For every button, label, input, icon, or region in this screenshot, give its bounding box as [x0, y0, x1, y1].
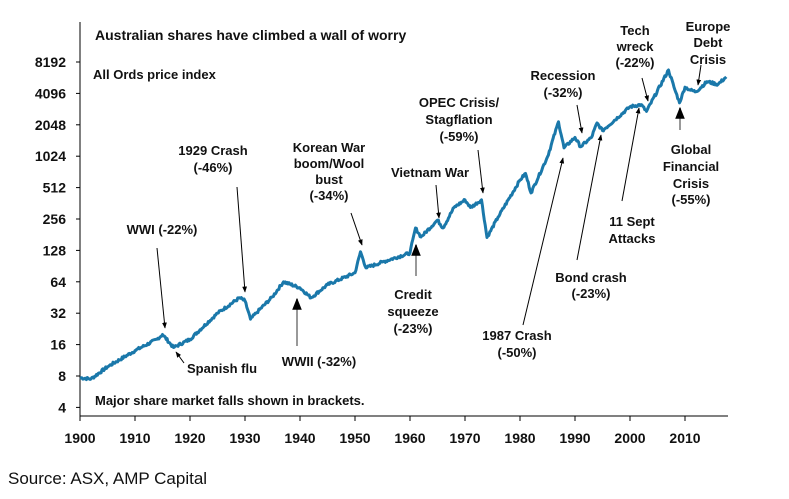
annotation: 11 Sept Attacks	[609, 107, 656, 246]
annotation-arrow	[236, 186, 247, 293]
annotation-label: boom/Wool	[294, 156, 365, 171]
x-tick-label: 1920	[174, 430, 205, 446]
x-tick-label: 1950	[339, 430, 370, 446]
annotation-label: WWII (-32%)	[282, 354, 356, 369]
x-tick-label: 1940	[284, 430, 315, 446]
axes: 8192 4096 2048 1024 512 256 128 64 32 16 8 4 1900 191…	[35, 22, 728, 446]
chart-subtitle: All Ords price index	[93, 67, 217, 82]
annotation: Credit squeeze (-23%)	[387, 243, 439, 336]
y-tick-label: 4096	[35, 85, 66, 101]
annotation: 1987 Crash (-50%)	[482, 157, 565, 360]
annotation-label: Vietnam War	[391, 165, 469, 180]
annotation: Vietnam War	[391, 165, 469, 219]
annotation-arrow	[477, 149, 485, 194]
annotation-label: Tech	[620, 23, 649, 38]
annotation-arrow	[621, 107, 641, 202]
x-tick-label: 2000	[614, 430, 645, 446]
annotation-label: bust	[315, 172, 343, 187]
y-tick-label: 128	[43, 242, 67, 258]
annotation-label: (-55%)	[671, 192, 710, 207]
annotation-arrow	[641, 77, 649, 102]
annotation-label: Crisis	[690, 52, 726, 67]
all-ords-line	[79, 68, 728, 382]
annotation-label: Global	[671, 142, 711, 157]
y-tick-label: 32	[50, 305, 66, 321]
chart-title: Australian shares have climbed a wall of…	[95, 27, 406, 43]
annotation: Spanish flu	[175, 351, 257, 376]
x-tick-label: 1980	[504, 430, 535, 446]
y-tick-label: 4	[58, 399, 66, 415]
x-tick-label: 2010	[669, 430, 700, 446]
y-tick-label: 64	[50, 274, 66, 290]
y-tick-label: 1024	[35, 148, 66, 164]
annotation-label: Bond crash	[555, 270, 627, 285]
annotation-label: Crisis	[673, 176, 709, 191]
annotation-arrow	[350, 212, 363, 246]
annotation-arrow	[576, 104, 584, 134]
annotation-arrow	[156, 247, 167, 329]
x-tick-label: 1930	[229, 430, 260, 446]
annotation-label: Financial	[663, 159, 719, 174]
annotation-label: Europe	[686, 19, 731, 34]
x-tick-label: 1970	[449, 430, 480, 446]
annotation-arrow	[175, 351, 185, 364]
annotation-label: (-59%)	[439, 129, 478, 144]
chart-note: Major share market falls shown in bracke…	[95, 393, 365, 408]
y-tick-label: 16	[50, 337, 66, 353]
annotation-label: (-23%)	[393, 321, 432, 336]
annotation-label: (-50%)	[497, 345, 536, 360]
y-tick-label: 2048	[35, 117, 66, 133]
annotation-label: Debt	[694, 35, 724, 50]
annotation-label: Korean War	[293, 140, 365, 155]
annotation: Recession (-32%)	[530, 68, 596, 134]
annotation: WWI (-22%)	[127, 222, 198, 329]
annotation-label: (-46%)	[193, 160, 232, 175]
x-tick-label: 1910	[119, 430, 150, 446]
annotation-label: wreck	[616, 39, 655, 54]
annotation-label: 1929 Crash	[178, 143, 247, 158]
annotation-label: Stagflation	[425, 112, 492, 127]
y-tick-label: 8192	[35, 54, 66, 70]
annotation-label: squeeze	[387, 304, 438, 319]
annotation-arrow	[435, 184, 441, 219]
annotation-label: OPEC Crisis/	[419, 95, 500, 110]
y-tick-label: 256	[43, 211, 67, 227]
x-tick-label: 1960	[394, 430, 425, 446]
annotation-label: (-22%)	[615, 55, 654, 70]
annotation-label: (-23%)	[571, 286, 610, 301]
annotation: Global Financial Crisis(-55%)	[663, 106, 719, 207]
x-tick-label: 1900	[64, 430, 95, 446]
annotation: Bond crash(-23%)	[555, 134, 627, 301]
annotation-label: 11 Sept	[609, 214, 655, 229]
annotations: WWI (-22%) Spanish flu 1929 Crash (-46%) WWI…	[127, 19, 731, 376]
annotation-arrow	[522, 157, 565, 326]
source-text: Source: ASX, AMP Capital	[8, 469, 207, 488]
y-tick-label: 512	[43, 180, 67, 196]
annotation-label: WWI (-22%)	[127, 222, 198, 237]
annotation: WWII (-32%)	[282, 297, 356, 369]
annotation-arrow	[576, 134, 603, 261]
annotation-label: Recession	[530, 68, 595, 83]
y-tick-label: 8	[58, 368, 66, 384]
series	[79, 68, 728, 382]
annotation: OPEC Crisis/Stagflation (-59%)	[419, 95, 500, 194]
x-tick-label: 1990	[559, 430, 590, 446]
annotation-label: (-32%)	[543, 85, 582, 100]
annotation-label: Credit	[394, 287, 432, 302]
annotation-label: (-34%)	[309, 188, 348, 203]
annotation-label: 1987 Crash	[482, 328, 551, 343]
annotation-label: Spanish flu	[187, 361, 257, 376]
annotation: 1929 Crash (-46%)	[178, 143, 248, 293]
annotation-label: Attacks	[609, 231, 656, 246]
annotation-arrow	[696, 64, 702, 86]
